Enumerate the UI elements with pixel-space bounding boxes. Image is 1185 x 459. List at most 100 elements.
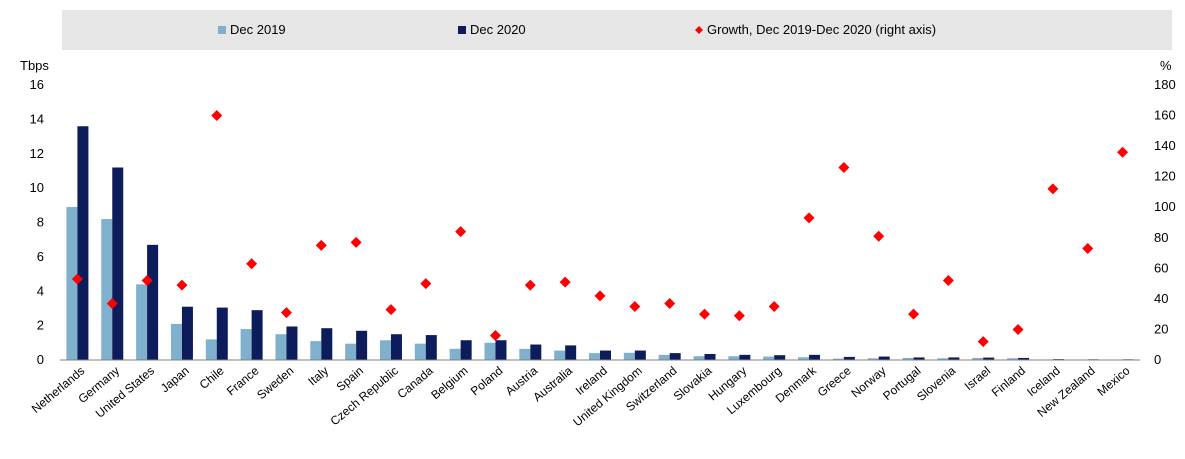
growth-marker: [734, 310, 745, 321]
bar-dec-2019: [380, 340, 391, 360]
bar-dec-2019: [101, 219, 112, 360]
bar-dec-2019: [450, 349, 461, 360]
x-tick-label: Netherlands: [29, 364, 88, 416]
bars: [66, 126, 1133, 360]
x-tick-label: Canada: [395, 363, 436, 401]
right-tick-label: 0: [1154, 352, 1161, 367]
x-tick-label: Japan: [158, 364, 192, 396]
x-tick-label: Slovenia: [914, 363, 959, 404]
bar-dec-2019: [589, 353, 600, 360]
bar-dec-2020: [495, 340, 506, 360]
growth-marker: [699, 309, 710, 320]
left-tick-label: 6: [37, 249, 44, 264]
left-tick-label: 2: [37, 318, 44, 333]
x-tick-label: Belgium: [428, 364, 470, 403]
bar-dec-2019: [310, 341, 321, 360]
growth-marker: [316, 240, 327, 251]
right-tick-label: 120: [1154, 169, 1176, 184]
x-tick-label: Slovakia: [671, 363, 715, 403]
bar-dec-2020: [635, 351, 646, 360]
right-tick-label: 100: [1154, 199, 1176, 214]
bar-dec-2019: [171, 324, 182, 360]
bar-dec-2019: [659, 355, 670, 360]
growth-marker: [804, 212, 815, 223]
bar-dec-2020: [77, 126, 88, 360]
bar-dec-2020: [252, 310, 263, 360]
right-tick-label: 180: [1154, 77, 1176, 92]
bar-dec-2019: [136, 284, 147, 360]
growth-marker: [1117, 147, 1128, 158]
growth-marker: [838, 162, 849, 173]
growth-marker: [246, 258, 257, 269]
left-tick-label: 16: [30, 77, 44, 92]
bar-dec-2020: [147, 245, 158, 360]
right-tick-label: 40: [1154, 291, 1168, 306]
right-tick-label: 160: [1154, 108, 1176, 123]
legend-label: Dec 2020: [470, 22, 526, 37]
growth-marker: [1047, 183, 1058, 194]
bar-dec-2020: [461, 340, 472, 360]
bar-dec-2020: [879, 357, 890, 360]
growth-marker: [420, 278, 431, 289]
growth-marker: [455, 226, 466, 237]
bar-dec-2019: [728, 356, 739, 360]
right-tick-label: 20: [1154, 321, 1168, 336]
bar-dec-2020: [739, 355, 750, 360]
left-tick-label: 0: [37, 352, 44, 367]
growth-marker: [595, 290, 606, 301]
bar-dec-2020: [391, 334, 402, 360]
bar-dec-2020: [705, 354, 716, 360]
bar-dec-2019: [345, 344, 356, 360]
bar-dec-2019: [763, 357, 774, 360]
bar-dec-2020: [774, 355, 785, 360]
left-tick-label: 14: [30, 111, 44, 126]
bar-dec-2020: [112, 168, 123, 361]
growth-markers: [72, 110, 1128, 347]
right-tick-label: 60: [1154, 260, 1168, 275]
x-tick-label: Australia: [530, 363, 575, 404]
growth-marker: [1013, 324, 1024, 335]
left-tick-label: 12: [30, 146, 44, 161]
bar-dec-2019: [275, 334, 286, 360]
growth-marker: [525, 280, 536, 291]
legend-label: Growth, Dec 2019-Dec 2020 (right axis): [707, 22, 936, 37]
bar-dec-2020: [809, 355, 820, 360]
bar-dec-2019: [415, 344, 426, 360]
bar-dec-2020: [286, 326, 297, 360]
legend-label: Dec 2019: [230, 22, 286, 37]
legend-swatch-dec-2019: [218, 26, 226, 34]
growth-marker: [978, 336, 989, 347]
legend-swatch-dec-2020: [458, 26, 466, 34]
growth-marker: [351, 237, 362, 248]
bar-dec-2020: [321, 328, 332, 360]
bar-dec-2020: [356, 331, 367, 360]
x-tick-label: Greece: [815, 363, 854, 399]
x-tick-label: Poland: [468, 364, 506, 399]
growth-marker: [1082, 243, 1093, 254]
growth-marker: [769, 301, 780, 312]
bar-dec-2019: [206, 339, 217, 360]
growth-marker: [943, 275, 954, 286]
bar-dec-2019: [241, 329, 252, 360]
legend-box: [62, 10, 1172, 50]
growth-marker: [873, 231, 884, 242]
bar-dec-2020: [530, 345, 541, 360]
bar-dec-2020: [600, 351, 611, 360]
x-tick-label: Finland: [989, 364, 1028, 400]
bar-dec-2019: [624, 353, 635, 360]
x-tick-label: Mexico: [1094, 363, 1132, 398]
left-tick-label: 4: [37, 283, 44, 298]
growth-marker: [281, 307, 292, 318]
bar-dec-2020: [670, 353, 681, 360]
growth-marker: [385, 304, 396, 315]
growth-marker: [664, 298, 675, 309]
bar-dec-2020: [217, 308, 228, 360]
bar-dec-2019: [554, 351, 565, 360]
bar-dec-2019: [484, 343, 495, 360]
growth-marker: [490, 330, 501, 341]
